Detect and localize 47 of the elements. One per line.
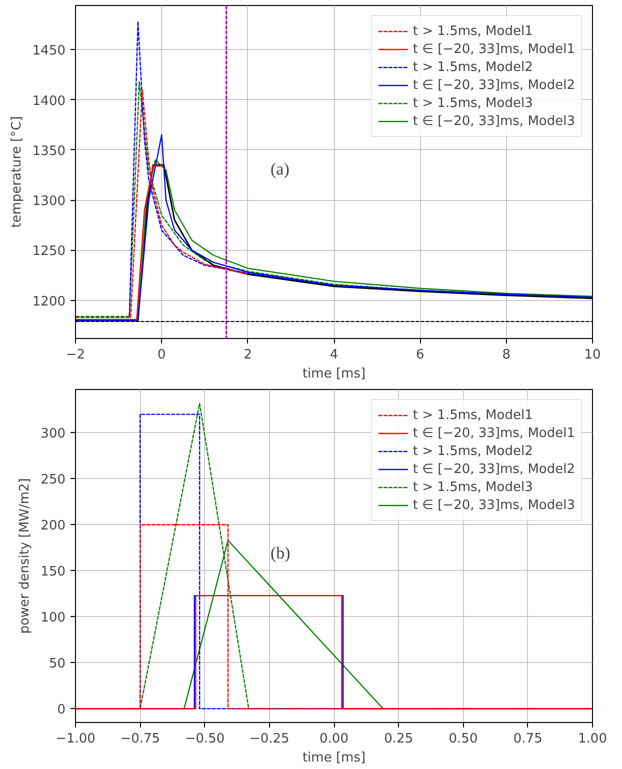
legend-label: t > 1.5ms, Model2	[412, 442, 533, 460]
x-tick-label: −1.00	[56, 732, 96, 746]
legend-label: t ∈ [−20, 33]ms, Model3	[412, 496, 575, 514]
y-tick-label: 1200	[32, 294, 66, 310]
annotation: (a)	[270, 160, 290, 178]
x-tick-label: 6	[416, 348, 424, 362]
x-axis-title: time [ms]	[302, 750, 366, 766]
y-tick-label: 1250	[32, 244, 66, 260]
x-axis-title: time [ms]	[302, 366, 366, 382]
y-tick-label: 300	[40, 426, 66, 442]
x-tick-label: 8	[502, 348, 510, 362]
legend-label: t ∈ [−20, 33]ms, Model1	[412, 424, 575, 442]
x-tick-label: 0.25	[384, 732, 414, 746]
x-tick-label: −0.25	[249, 732, 290, 746]
legend-label: t > 1.5ms, Model3	[412, 478, 533, 496]
y-tick-label: 250	[40, 472, 66, 488]
y-tick-label: 1400	[32, 94, 66, 109]
x-tick-label: −0.50	[184, 732, 225, 746]
y-tick-label: 1300	[32, 194, 66, 210]
y-axis-title: power density [MW/m2]	[18, 478, 33, 634]
y-tick-label: 100	[40, 610, 66, 626]
y-tick-label: 1350	[32, 144, 66, 159]
legend-label: t ∈ [−20, 33]ms, Model3	[412, 112, 575, 130]
y-tick-label: 0	[57, 702, 66, 718]
legend-label: t ∈ [−20, 33]ms, Model1	[412, 40, 575, 58]
legend-label: t > 1.5ms, Model3	[412, 94, 533, 112]
legend-label: t > 1.5ms, Model1	[412, 22, 533, 40]
y-tick-label: 200	[40, 518, 66, 534]
x-tick-label: 0.75	[513, 732, 542, 746]
x-tick-label: −2	[66, 348, 86, 362]
x-tick-label: 0.50	[448, 732, 478, 746]
y-tick-label: 150	[40, 564, 66, 580]
legend-label: t > 1.5ms, Model1	[412, 406, 533, 424]
legend-label: t ∈ [−20, 33]ms, Model2	[412, 460, 575, 478]
y-tick-label: 50	[48, 656, 66, 672]
annotation: (b)	[270, 544, 290, 562]
x-tick-label: −0.75	[120, 732, 160, 746]
x-tick-label: 0.00	[320, 732, 348, 746]
y-tick-label: 1450	[32, 44, 66, 59]
x-tick-label: 0	[158, 348, 166, 362]
x-tick-label: 10	[584, 348, 601, 362]
legend-label: t ∈ [−20, 33]ms, Model2	[412, 76, 575, 94]
legend-label: t > 1.5ms, Model2	[412, 58, 533, 76]
x-tick-label: 4	[330, 348, 338, 362]
x-tick-label: 1.00	[578, 732, 607, 746]
y-axis-title: temperature [°C]	[9, 116, 24, 228]
x-tick-label: 2	[244, 348, 252, 362]
